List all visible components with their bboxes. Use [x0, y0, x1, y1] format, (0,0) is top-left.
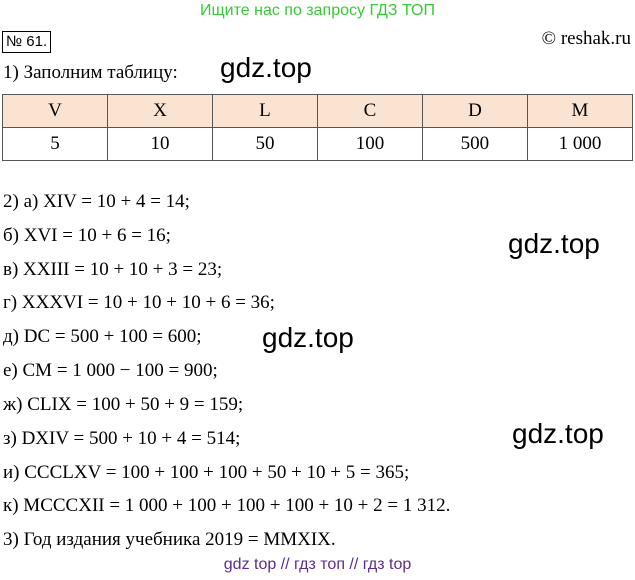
table-cell: 10	[106, 127, 213, 161]
watermark: gdz.top	[512, 418, 604, 449]
table-header-cell: L	[211, 94, 318, 128]
table-cell: 50	[211, 127, 318, 161]
table-row: 5 10 50 100 500 1 000	[2, 127, 634, 161]
solution-line: г) XXXVI = 10 + 10 + 10 + 6 = 36;	[3, 292, 275, 313]
solution-line: 3) Год издания учебника 2019 = MMXIX.	[3, 529, 336, 550]
solution-line: и) CCCLXV = 100 + 100 + 100 + 50 + 10 + …	[3, 462, 410, 483]
solution-line: з) DXIV = 500 + 10 + 4 = 514;	[3, 428, 241, 449]
watermark: gdz.top	[262, 322, 354, 353]
copyright-text: © reshak.ru	[541, 28, 631, 49]
table-header-cell: V	[2, 94, 108, 128]
footer-links[interactable]: gdz top // гдз топ // гдз top	[223, 556, 412, 573]
table-header-cell: D	[421, 94, 528, 128]
task-number: № 61.	[2, 31, 52, 53]
watermark: gdz.top	[220, 52, 312, 83]
table-cell: 1 000	[526, 127, 634, 161]
solution-line: в) XXIII = 10 + 10 + 3 = 23;	[3, 259, 223, 280]
table-cell: 500	[421, 127, 528, 161]
watermark: gdz.top	[508, 228, 600, 259]
solution-line: ж) CLIX = 100 + 50 + 9 = 159;	[3, 394, 244, 415]
solution-line: 2) а) XIV = 10 + 4 = 14;	[3, 191, 190, 212]
solution-line: к) MCCCXII = 1 000 + 100 + 100 + 100 + 1…	[3, 495, 451, 516]
search-banner[interactable]: Ищите нас по запросу ГДЗ ТОП	[200, 2, 435, 19]
table-header-cell: C	[316, 94, 423, 128]
solution-line: д) DC = 500 + 100 = 600;	[3, 326, 202, 347]
table-header-cell: M	[526, 94, 634, 128]
table-cell: 100	[316, 127, 423, 161]
solution-line: б) XVI = 10 + 6 = 16;	[3, 225, 171, 246]
table-header-row: V X L C D M	[2, 94, 634, 128]
table-cell: 5	[2, 127, 108, 161]
roman-numeral-table: V X L C D M 5 10 50 100 500 1 000	[2, 94, 634, 161]
solution-line: е) CM = 1 000 − 100 = 900;	[3, 360, 218, 381]
intro-text: 1) Заполним таблицу:	[3, 62, 178, 83]
table-header-cell: X	[106, 94, 213, 128]
